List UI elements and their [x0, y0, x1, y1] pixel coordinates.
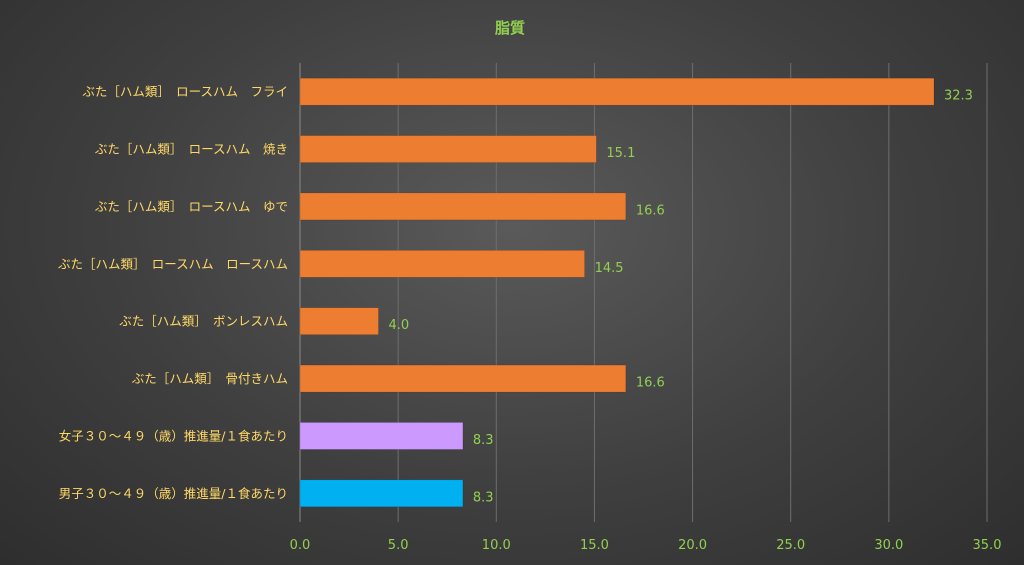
bar: [299, 422, 464, 450]
x-tick-label: 15.0: [580, 538, 609, 553]
category-label: ぶた［ハム類］ ロースハム 焼き: [95, 142, 288, 157]
bar: [299, 135, 597, 163]
category-label: ぶた［ハム類］ 骨付きハム: [132, 371, 288, 386]
gridlines: [299, 63, 988, 522]
labels: 0.0 5.0 10.0 15.0 20.0 25.0 30.0 35.0 ぶた［ハム類］ ロー…: [58, 84, 1001, 553]
bar: [299, 307, 379, 335]
data-label: 8.3: [473, 490, 494, 505]
x-tick-label: 35.0: [973, 538, 1002, 553]
x-tick-label: 10.0: [482, 538, 511, 553]
data-label: 16.6: [636, 376, 665, 391]
x-tick-label: 5.0: [388, 538, 409, 553]
data-label: 4.0: [389, 318, 410, 333]
data-label: 14.5: [595, 261, 624, 276]
x-tick-label: 25.0: [776, 538, 805, 553]
data-label: 8.3: [473, 433, 494, 448]
category-label: 男子３０～４９（歳）推進量/１食あたり: [59, 486, 288, 501]
bar: [299, 192, 627, 221]
category-label: ぶた［ハム類］ ボンレスハム: [119, 314, 288, 329]
category-label: ぶた［ハム類］ ロースハム ロースハム: [58, 256, 288, 271]
bar: [299, 364, 627, 393]
category-label: ぶた［ハム類］ ロースハム ゆで: [95, 199, 288, 214]
data-label: 16.6: [636, 203, 665, 218]
bar: [299, 479, 464, 508]
data-label: 15.1: [606, 146, 635, 161]
category-label: 女子３０～４９（歳）推進量/１食あたり: [59, 428, 288, 443]
bars: [299, 77, 935, 508]
bar: [299, 77, 935, 106]
x-tick-label: 20.0: [678, 538, 707, 553]
x-tick-label: 30.0: [874, 538, 903, 553]
bar: [299, 250, 585, 278]
data-label: 32.3: [944, 89, 973, 104]
category-label: ぶた［ハム類］ ロースハム フライ: [82, 84, 288, 99]
x-tick-label: 0.0: [290, 538, 311, 553]
chart-title: 脂質: [495, 19, 525, 37]
